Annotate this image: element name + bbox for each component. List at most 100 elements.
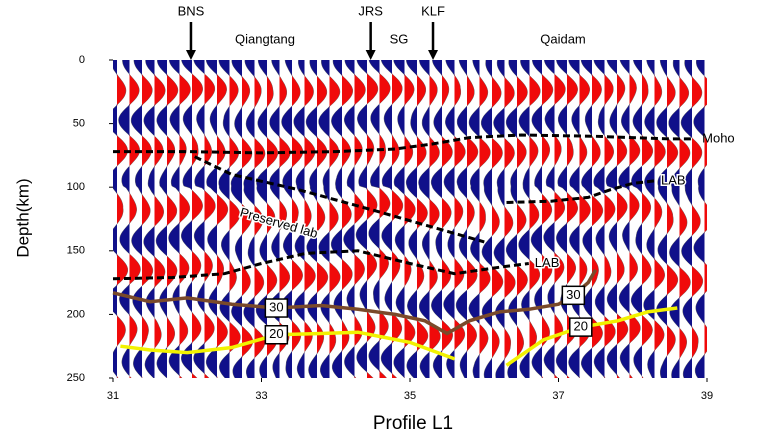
wiggle-positive [229,60,241,378]
series-line [194,155,485,244]
wiggle-traces [113,60,707,378]
wiggle-negative [531,60,542,378]
wiggle-line [630,60,653,378]
wiggle-positive [317,60,328,378]
region-label: Qaidam [540,31,586,46]
x-tick-label: 31 [107,390,119,402]
wiggle-line [193,60,216,378]
wiggle-negative [418,60,430,378]
wiggle-line [205,60,229,378]
wiggle-line [543,60,566,378]
wiggle-positive [479,60,491,378]
wiggle-positive [579,60,591,378]
wiggle-line [530,60,554,378]
suture-arrowhead [428,50,439,60]
wiggle-positive [429,60,441,378]
wiggle-positive [117,60,128,378]
wiggle-negative [493,60,505,378]
wiggle-line [343,60,366,378]
wiggle-line [255,60,278,378]
wiggle-line [505,60,528,378]
wiggle-line [693,60,707,378]
series-line [112,291,500,336]
wiggle-negative [681,60,692,378]
wiggle-line [481,60,504,378]
wiggle-positive [704,60,707,378]
wiggle-positive [592,60,603,378]
series-line [505,306,678,367]
wiggle-negative [631,60,642,378]
series-line [112,249,529,281]
wiggle-positive [679,60,691,378]
wiggle-positive [154,60,166,378]
wiggle-positive [667,60,678,378]
wiggle-positive [267,60,278,378]
wiggle-negative [606,60,617,378]
wiggle-negative [581,60,592,378]
wiggle-positive [167,60,178,378]
wiggle-positive [392,60,403,378]
x-tick-label: 35 [404,390,416,402]
series-label: 20 [574,319,588,334]
wiggle-positive [692,60,703,378]
wiggle-positive [217,60,228,378]
wiggle-line [280,60,304,378]
wiggle-negative [113,60,117,378]
wiggle-negative [593,60,605,378]
label-box [569,317,593,337]
wiggle-negative [118,60,130,378]
wiggle-negative [368,60,380,378]
wiggle-positive [367,60,378,378]
wiggle-line [330,60,354,378]
wiggle-line [355,60,379,378]
wiggle-negative [331,60,342,378]
x-tick-label: 33 [255,390,267,402]
wiggle-positive [179,60,191,378]
wiggle-negative [618,60,630,378]
wiggle-negative [668,60,680,378]
suture-label: BNS [178,3,205,18]
region-label: SG [390,31,409,46]
label-box [264,325,289,345]
series-label: 20 [269,326,283,341]
wiggle-negative [143,60,155,378]
wiggle-negative [356,60,367,378]
wiggle-negative [343,60,355,378]
wiggle-positive [554,60,566,378]
wiggle-positive [417,60,428,378]
wiggle-line [643,60,666,378]
wiggle-line [305,60,329,378]
wiggle-line [393,60,416,378]
wiggle-positive [292,60,303,378]
series-line [506,179,656,204]
wiggle-line [468,60,491,378]
wiggle-negative [468,60,480,378]
wiggle-line [656,60,679,378]
y-tick-label: 200 [67,308,85,320]
wiggle-line [268,60,291,378]
wiggle-positive [629,60,641,378]
wiggle-line [593,60,616,378]
wiggle-negative [543,60,555,378]
wiggle-positive [142,60,153,378]
wiggle-positive [304,60,316,378]
wiggle-line [518,60,541,378]
y-axis-label: Depth(km) [13,178,32,257]
y-tick-label: 100 [67,181,85,193]
wiggle-negative [318,60,330,378]
wiggle-line [318,60,341,378]
wiggle-line [668,60,691,378]
wiggle-line [605,60,629,378]
series-line [113,133,693,155]
series-label: 30 [566,287,580,302]
wiggle-line [455,60,479,378]
wiggle-line [230,60,253,378]
wiggle-negative [381,60,392,378]
y-tick-label: 0 [79,54,85,66]
wiggle-negative [393,60,405,378]
x-axis-label: Profile L1 [373,413,453,434]
wiggle-line [680,60,703,378]
wiggle-positive [242,60,253,378]
wiggle-positive [492,60,503,378]
wiggle-negative [456,60,467,378]
